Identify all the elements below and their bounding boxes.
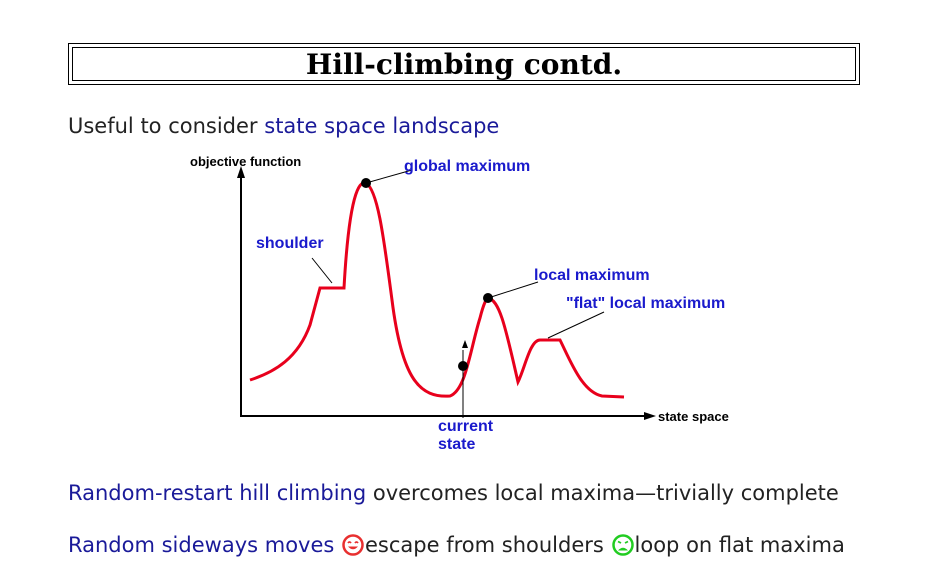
slide-title: Hill-climbing contd. — [305, 47, 623, 81]
title-box: Hill-climbing contd. — [68, 43, 860, 85]
random-restart-rest: overcomes local maxima—trivially complet… — [366, 481, 839, 505]
intro-line: Useful to consider state space landscape — [68, 114, 499, 138]
smiley-happy-icon — [342, 534, 364, 556]
local-maximum-leader — [487, 281, 539, 299]
current-state-arrow — [462, 340, 468, 348]
current-state-label-line1: current — [438, 418, 494, 435]
flat-local-maximum-leader — [547, 311, 605, 339]
y-axis-arrow — [237, 166, 245, 178]
local-maximum-label: local maximum — [534, 267, 650, 284]
x-axis-arrow — [644, 412, 656, 420]
flat-local-maximum-label: "flat" local maximum — [566, 295, 725, 312]
intro-highlight: state space landscape — [264, 114, 500, 138]
escape-shoulders-text: escape from shoulders — [365, 533, 604, 557]
y-axis-label: objective function — [190, 154, 301, 169]
global-maximum-leader — [365, 169, 413, 184]
bullet-sideways-moves: Random sideways moves escape from should… — [68, 533, 845, 557]
smiley-sad-icon — [611, 534, 634, 556]
title-inner-frame: Hill-climbing contd. — [72, 47, 856, 81]
landscape-curve — [249, 181, 625, 399]
loop-flat-maxima-text: loop on flat maxima — [634, 533, 845, 557]
shoulder-label: shoulder — [256, 235, 324, 252]
intro-prefix: Useful to consider — [68, 114, 265, 138]
current-state-label-line2: state — [438, 436, 475, 453]
sideways-moves-highlight: Random sideways moves — [68, 533, 335, 557]
shoulder-leader — [311, 257, 333, 284]
random-restart-highlight: Random-restart hill climbing — [68, 481, 367, 505]
bullet-random-restart: Random-restart hill climbing overcomes l… — [68, 481, 839, 505]
global-maximum-label: global maximum — [404, 158, 530, 175]
x-axis-label: state space — [658, 409, 729, 424]
